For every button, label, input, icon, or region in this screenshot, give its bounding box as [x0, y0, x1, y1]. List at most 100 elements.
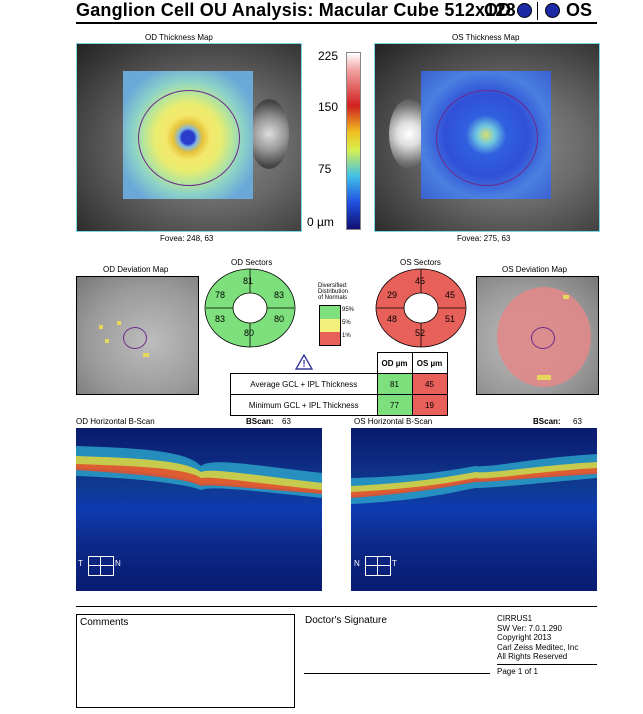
- info-rule: [497, 664, 597, 665]
- os-orientation-right: T: [392, 559, 397, 568]
- os-thickness-map: [374, 43, 600, 232]
- os-bscan-title: OS Horizontal B-Scan: [354, 417, 433, 426]
- od-deviation-map: [76, 276, 199, 395]
- legend-title-line: Diversified:: [318, 283, 348, 289]
- os-sector-upper-right: 45: [445, 290, 456, 300]
- info-line: Carl Zeiss Meditec, Inc: [497, 642, 579, 652]
- os-sector-top: 45: [415, 276, 426, 286]
- distribution-legend: Diversified: Distribution of Normals: [318, 283, 368, 301]
- os-sector-lower-left: 48: [387, 314, 398, 324]
- comments-label: Comments: [80, 617, 129, 628]
- scale-tick-225: 225: [318, 49, 339, 63]
- od-sector-chart: 81 78 83 83 80 80: [204, 268, 296, 348]
- os-sector-bottom: 52: [415, 328, 426, 338]
- page-number: Page 1 of 1: [497, 667, 538, 676]
- legend-swatch-5: [320, 319, 340, 332]
- od-label: OD: [484, 0, 511, 20]
- od-sector-upper-right: 83: [274, 290, 285, 300]
- gcl-table: ! OD µm OS µm Average GCL + IPL Thicknes…: [230, 352, 448, 416]
- os-fovea-label: Fovea: 275, 63: [457, 234, 511, 243]
- od-sector-lower-right: 80: [274, 314, 285, 324]
- legend-swatches: [319, 305, 341, 346]
- od-sectors-title: OD Sectors: [231, 258, 273, 267]
- os-dot-icon: [545, 3, 560, 18]
- os-bscan-label: BScan:: [533, 417, 561, 426]
- od-deviation-map-title: OD Deviation Map: [103, 265, 169, 274]
- od-orientation-left: T: [78, 559, 83, 568]
- os-sectors-title: OS Sectors: [400, 258, 441, 267]
- os-bscan-image: N T: [351, 428, 597, 591]
- footer-rule: [76, 606, 597, 607]
- legend-title-line: Distribution: [318, 289, 349, 295]
- od-bscan-value: 63: [282, 417, 291, 426]
- od-optic-disc: [249, 99, 289, 169]
- od-ellipse-overlay: [138, 90, 240, 186]
- od-orientation-box: [88, 556, 114, 576]
- gcl-avg-od: 81: [376, 373, 413, 395]
- od-thickness-map-title: OD Thickness Map: [145, 33, 213, 42]
- scale-tick-150: 150: [318, 100, 339, 114]
- od-dot-icon: [517, 3, 532, 18]
- signature-line: [304, 673, 490, 674]
- legend-label-95: 95%: [342, 307, 355, 313]
- os-sector-chart: 45 29 45 48 51 52: [375, 268, 467, 348]
- od-sector-top: 81: [243, 276, 254, 286]
- od-deviation-dot: [105, 339, 109, 343]
- os-bscan-value: 63: [573, 417, 582, 426]
- table-row: Average GCL + IPL Thickness 81 45: [230, 373, 448, 395]
- od-deviation-dot: [99, 325, 103, 329]
- os-sector-lower-right: 51: [445, 314, 456, 324]
- header-divider: [537, 2, 538, 20]
- os-deviation-dot: [537, 375, 551, 380]
- legend-swatch-95: [320, 306, 340, 319]
- gcl-avg-os: 45: [411, 373, 448, 395]
- od-thickness-map: [76, 43, 302, 232]
- os-ellipse-overlay: [436, 90, 538, 186]
- od-bscan-image: T N: [76, 428, 322, 591]
- software-info: CIRRUS1 SW Ver: 7.0.1.290 Copyright 2013…: [497, 614, 578, 662]
- od-fovea-label: Fovea: 248, 63: [160, 234, 214, 243]
- os-deviation-dot: [563, 295, 569, 299]
- os-label: OS: [566, 0, 593, 20]
- os-deviation-map: [476, 276, 599, 395]
- info-line: CIRRUS1: [497, 614, 533, 623]
- od-deviation-dot: [117, 321, 121, 325]
- os-eye-label: OS: [545, 0, 592, 21]
- gcl-row-label: Minimum GCL + IPL Thickness: [230, 394, 378, 416]
- info-line: SW Ver: 7.0.1.290: [497, 623, 562, 633]
- os-orientation-box: [365, 556, 391, 576]
- info-line: Copyright 2013: [497, 633, 552, 642]
- od-deviation-ellipse: [123, 327, 147, 349]
- od-sector-bottom: 80: [244, 328, 255, 338]
- svg-text:!: !: [302, 359, 305, 370]
- warning-icon: !: [294, 353, 313, 370]
- info-line: All Rights Reserved: [497, 652, 568, 661]
- gcl-row-label: Average GCL + IPL Thickness: [230, 373, 378, 395]
- od-orientation-right: N: [115, 559, 121, 568]
- od-bscan-label: BScan:: [246, 417, 274, 426]
- thickness-color-scale: [346, 52, 361, 230]
- header-rule: [76, 22, 597, 24]
- od-sector-lower-left: 83: [215, 314, 226, 324]
- os-orientation-left: N: [354, 559, 360, 568]
- comments-box[interactable]: Comments: [76, 614, 295, 708]
- legend-title-line: of Normals: [318, 295, 348, 301]
- gcl-min-od: 77: [376, 394, 413, 416]
- gcl-min-os: 19: [411, 394, 448, 416]
- gcl-warning-cell: !: [230, 352, 378, 374]
- od-eye-label: OD: [484, 0, 532, 21]
- legend-swatch-1: [320, 332, 340, 345]
- os-deviation-map-title: OS Deviation Map: [502, 265, 567, 274]
- gcl-col-os: OS µm: [411, 352, 448, 374]
- os-thickness-map-title: OS Thickness Map: [452, 33, 520, 42]
- signature-label: Doctor's Signature: [305, 615, 387, 626]
- scale-tick-75: 75: [318, 162, 332, 176]
- table-row: Minimum GCL + IPL Thickness 77 19: [230, 394, 448, 416]
- gcl-col-od: OD µm: [376, 352, 413, 374]
- legend-label-5: 5%: [342, 320, 351, 326]
- os-sector-upper-left: 29: [387, 290, 398, 300]
- od-deviation-dot: [143, 353, 149, 357]
- os-deviation-ellipse: [531, 327, 555, 349]
- report-title: Ganglion Cell OU Analysis: Macular Cube …: [76, 0, 516, 20]
- od-bscan-title: OD Horizontal B-Scan: [76, 417, 155, 426]
